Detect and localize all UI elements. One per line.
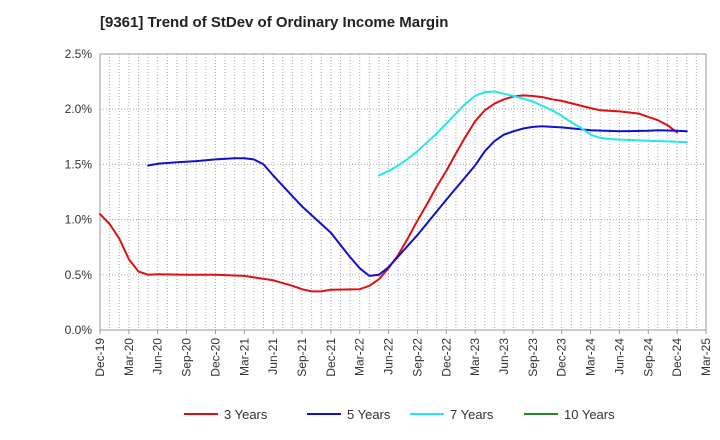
plot-frame: [99, 53, 707, 331]
x-tick-label: Dec-23: [555, 338, 569, 377]
x-tick-label: Sep-24: [641, 338, 655, 377]
x-tick-label: Dec-22: [439, 338, 453, 377]
grid: [100, 54, 706, 330]
x-tick-label: Mar-21: [237, 338, 251, 376]
x-tick-label: Mar-24: [584, 338, 598, 376]
x-tick-label: Mar-23: [468, 338, 482, 376]
x-tick-label: Sep-23: [526, 338, 540, 377]
axes: 0.0% 0.5% 1.0% 1.5% 2.0% 2.5% Dec-19 Mar-20 Jun-…: [65, 47, 713, 377]
y-tick-label: 0.5%: [65, 268, 93, 282]
legend-label-3: 7 Years: [450, 407, 494, 422]
series-line-1: [99, 94, 679, 293]
chart-title: [9361] Trend of StDev of Ordinary Income…: [100, 14, 449, 31]
plot-background: [100, 54, 706, 330]
y-tick-label: 0.0%: [65, 323, 93, 337]
y-tick-label: 1.0%: [65, 213, 93, 227]
x-tick-label: Dec-24: [670, 338, 684, 377]
x-tick-label: Mar-22: [353, 338, 367, 376]
x-tick-label: Mar-20: [122, 338, 136, 376]
x-tick-label: Dec-21: [324, 338, 338, 377]
x-tick-label: Jun-23: [497, 338, 511, 375]
x-tick-label: Jun-24: [612, 338, 626, 375]
series-line-2: [147, 125, 688, 277]
x-tick-label: Jun-21: [266, 338, 280, 375]
legend-label-4: 10 Years: [564, 407, 615, 422]
x-tick-label: Sep-20: [180, 338, 194, 377]
x-tick-label: Sep-22: [410, 338, 424, 377]
y-tick-label: 1.5%: [65, 157, 93, 171]
x-tick-label: Mar-25: [699, 338, 713, 376]
y-tick-label: 2.0%: [65, 102, 93, 116]
x-tick-label: Dec-20: [208, 338, 222, 377]
series-layer: [99, 90, 688, 293]
x-tick-label: Jun-20: [151, 338, 165, 375]
series-line-3: [378, 90, 688, 177]
legend-label-1: 3 Years: [224, 407, 268, 422]
x-tick-label: Jun-22: [382, 338, 396, 375]
y-tick-label: 2.5%: [65, 47, 93, 61]
x-tick-label: Sep-21: [295, 338, 309, 377]
legend: 3 Years 5 Years 7 Years 10 Years: [184, 407, 615, 422]
legend-label-2: 5 Years: [347, 407, 391, 422]
x-tick-label: Dec-19: [93, 338, 107, 377]
